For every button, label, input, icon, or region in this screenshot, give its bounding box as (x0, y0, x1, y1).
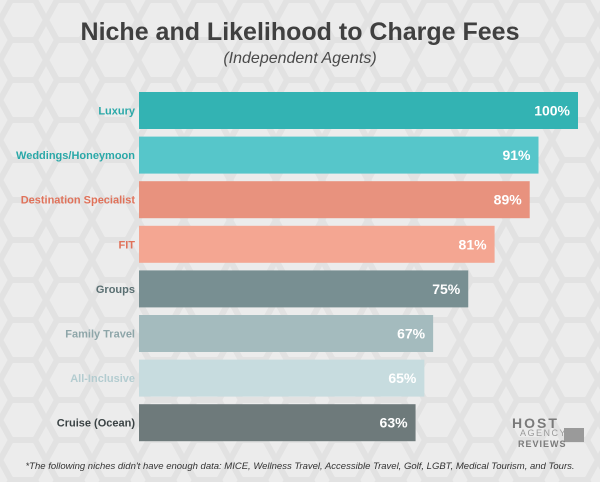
category-label: FIT (119, 239, 136, 251)
value-label: 91% (502, 147, 531, 163)
value-label: 81% (459, 236, 488, 252)
value-label: 100% (534, 103, 570, 119)
footnote: *The following niches didn't have enough… (25, 461, 575, 472)
logo-line-2: AGENCY (520, 428, 568, 438)
bar-weddings-honeymoon (139, 136, 539, 174)
bar-luxury (139, 92, 578, 129)
value-label: 75% (432, 281, 461, 297)
bar-cruise-ocean- (139, 404, 416, 442)
value-label: 89% (494, 192, 523, 208)
category-label: Family Travel (65, 329, 135, 341)
bar-groups (139, 270, 469, 308)
bar-family-travel (139, 315, 434, 352)
category-label: All-Inclusive (70, 373, 135, 385)
category-label: Groups (96, 284, 135, 296)
chart-title: Niche and Likelihood to Charge Fees (80, 18, 520, 46)
value-label: 63% (380, 415, 409, 431)
value-label: 67% (397, 326, 426, 342)
logo-line-1: HOST (512, 415, 559, 431)
category-label: Weddings/Honeymoon (16, 150, 135, 162)
value-label: 65% (388, 370, 417, 386)
bar-fit (139, 225, 495, 263)
chart-subtitle: (Independent Agents) (223, 50, 377, 67)
category-label: Luxury (98, 106, 136, 118)
logo-box-shape (564, 428, 584, 442)
category-label: Destination Specialist (21, 195, 136, 207)
bar-all-inclusive (139, 359, 425, 397)
bar-destination-specialist (139, 181, 530, 219)
logo-line-3: REVIEWS (518, 439, 567, 449)
host-agency-reviews-logo: HOST AGENCY REVIEWS (512, 415, 592, 455)
category-label: Cruise (Ocean) (57, 418, 136, 430)
